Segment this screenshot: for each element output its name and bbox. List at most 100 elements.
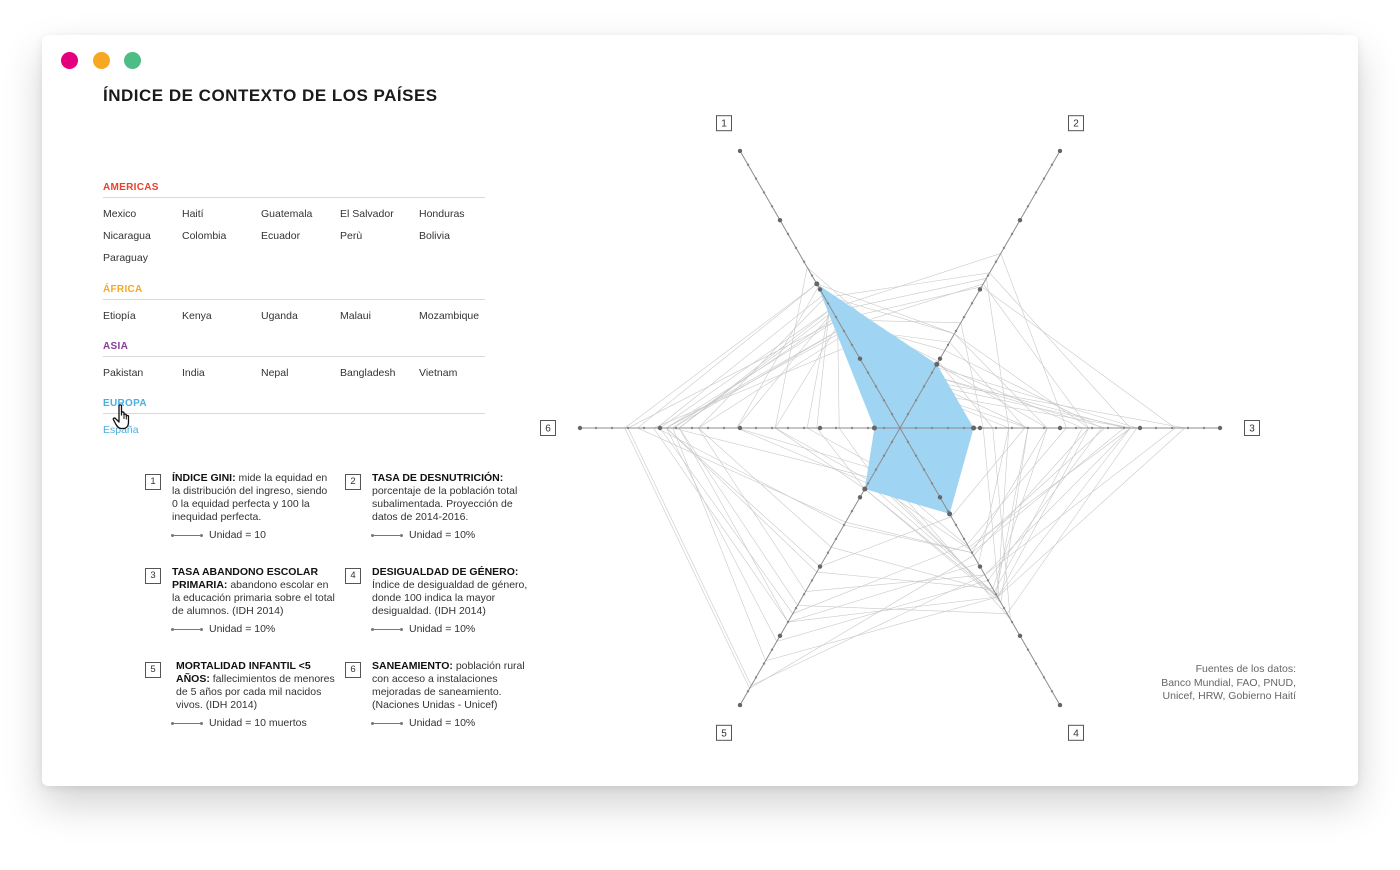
axis-tick <box>762 191 766 194</box>
axis-tick <box>890 440 894 444</box>
indicator-item: 2 TASA DE DESNUTRICIÓN: porcentaje de la … <box>345 472 535 542</box>
axis-tick <box>842 523 846 527</box>
axis-tick <box>930 371 934 374</box>
country-link[interactable]: Nicaragua <box>103 230 151 242</box>
axis-tick <box>890 412 894 416</box>
axis-tick <box>1057 148 1063 154</box>
axis-tick <box>810 579 814 582</box>
axis-tick <box>786 426 790 430</box>
indicator-number: 2 <box>345 474 361 490</box>
selected-country-area[interactable] <box>816 283 974 514</box>
axis-tick <box>1137 425 1143 431</box>
country-link[interactable]: Mexico <box>103 208 137 220</box>
hand-cursor-icon <box>112 404 130 430</box>
unit-scale-icon <box>371 534 403 537</box>
indicator-item: 1 ÍNDICE GINI: mide la equidad en la dist… <box>145 472 335 542</box>
country-link[interactable]: Honduras <box>419 208 465 220</box>
indicator-description: DESIGUALDAD DE GÉNERO: Índice de desigua… <box>372 566 535 618</box>
country-list: Pakistan India Nepal Bangladesh Vietnam <box>103 366 485 380</box>
country-link[interactable]: Haití <box>182 208 204 220</box>
indicator-unit: Unidad = 10% <box>371 717 535 730</box>
country-list: España <box>103 423 485 437</box>
indicator-title: SANEAMIENTO: <box>372 660 453 672</box>
country-link[interactable]: Kenya <box>182 310 212 322</box>
indicator-description: TASA DE DESNUTRICIÓN: porcentaje de la p… <box>372 472 535 524</box>
window-zoom-dot[interactable] <box>124 52 141 69</box>
country-link[interactable]: Pakistan <box>103 367 144 379</box>
axis-tick <box>706 426 710 430</box>
country-link[interactable]: Vietnam <box>419 367 458 379</box>
axis-tick <box>1010 426 1014 430</box>
selected-country-point <box>871 425 877 431</box>
country-link[interactable]: Malaui <box>340 310 371 322</box>
country-link[interactable]: Perù <box>340 230 363 242</box>
country-link[interactable]: Bolivia <box>419 230 450 242</box>
indicator-text: fallecimientos de menores de 5 años por … <box>176 673 335 711</box>
region-2: ASIA Pakistan India Nepal Bangladesh Vietnam <box>103 341 485 380</box>
axis-tick <box>1202 426 1206 430</box>
axis-tick <box>922 468 926 471</box>
axis-tick <box>1106 426 1110 430</box>
indicator-description: SANEAMIENTO: población rural con acceso … <box>372 660 535 712</box>
sources-line: Fuentes de los datos: <box>1195 663 1296 675</box>
axis-tick <box>826 551 830 554</box>
axis-tick <box>914 426 918 430</box>
axis-tick <box>850 509 854 513</box>
axis-tick <box>762 662 766 665</box>
country-link[interactable]: Nepal <box>261 367 289 379</box>
country-link[interactable]: El Salvador <box>340 208 394 220</box>
indicator-unit: Unidad = 10% <box>171 623 335 636</box>
country-outline <box>659 253 1067 615</box>
indicator-text: población rural con acceso a instalacion… <box>372 660 525 711</box>
axis-tick <box>1042 177 1046 180</box>
region-heading: ÁFRICA <box>103 284 485 300</box>
selected-country-point <box>862 486 868 492</box>
country-list: Etiopía Kenya Uganda Malaui Mozambique <box>103 309 485 323</box>
axis-tick <box>1057 425 1063 431</box>
sources-line: Unicef, HRW, Gobierno Haití <box>1162 690 1296 702</box>
indicator-item: 5 MORTALIDAD INFANTIL <5 AÑOS: fallecimie… <box>145 660 335 730</box>
data-sources: Fuentes de los datos: Banco Mundial, FAO… <box>1076 663 1296 704</box>
axis-tick <box>746 690 750 693</box>
axis-tick <box>994 260 998 263</box>
axis-tick <box>977 425 983 431</box>
indicator-title: MORTALIDAD INFANTIL <5 AÑOS: <box>176 660 311 685</box>
axis-tick <box>1026 426 1030 430</box>
window-close-dot[interactable] <box>61 52 78 69</box>
window-minimize-dot[interactable] <box>93 52 110 69</box>
unit-scale-icon <box>371 628 403 631</box>
indicator-text: abandono escolar en la educación primari… <box>172 579 335 617</box>
unit-scale-icon <box>371 722 403 725</box>
axis-tick <box>977 564 983 569</box>
axis-tick <box>777 218 783 223</box>
country-link[interactable]: Guatemala <box>261 208 313 220</box>
unit-scale-icon <box>171 722 203 725</box>
axis-tick <box>962 315 966 319</box>
indicator-description: MORTALIDAD INFANTIL <5 AÑOS: fallecimien… <box>176 660 335 712</box>
axis-tick <box>1034 191 1038 194</box>
country-link[interactable]: Uganda <box>261 310 298 322</box>
country-link[interactable]: Ecuador <box>261 230 301 242</box>
country-link[interactable]: Bangladesh <box>340 367 396 379</box>
country-link[interactable]: Etiopía <box>103 310 136 322</box>
axis-tick <box>754 426 758 430</box>
axis-tick <box>826 302 830 305</box>
axis-tick <box>857 495 863 500</box>
country-link[interactable]: India <box>182 367 205 379</box>
axis-tick <box>874 385 878 388</box>
axis-tick <box>1122 426 1126 430</box>
axis-tick <box>642 426 646 430</box>
axis-tick <box>914 454 918 457</box>
indicator-number: 3 <box>145 568 161 584</box>
country-link[interactable]: España <box>103 424 139 436</box>
axis-tick <box>1010 620 1014 624</box>
country-link[interactable]: Paraguay <box>103 252 148 264</box>
indicator-number: 6 <box>345 662 361 678</box>
unit-label: Unidad = 10 <box>209 529 266 541</box>
axis-label: 1 <box>721 119 727 130</box>
country-link[interactable]: Colombia <box>182 230 227 242</box>
indicator-title: TASA DE DESNUTRICIÓN: <box>372 472 504 484</box>
country-link[interactable]: Mozambique <box>419 310 480 322</box>
axis-label: 3 <box>1249 424 1255 435</box>
